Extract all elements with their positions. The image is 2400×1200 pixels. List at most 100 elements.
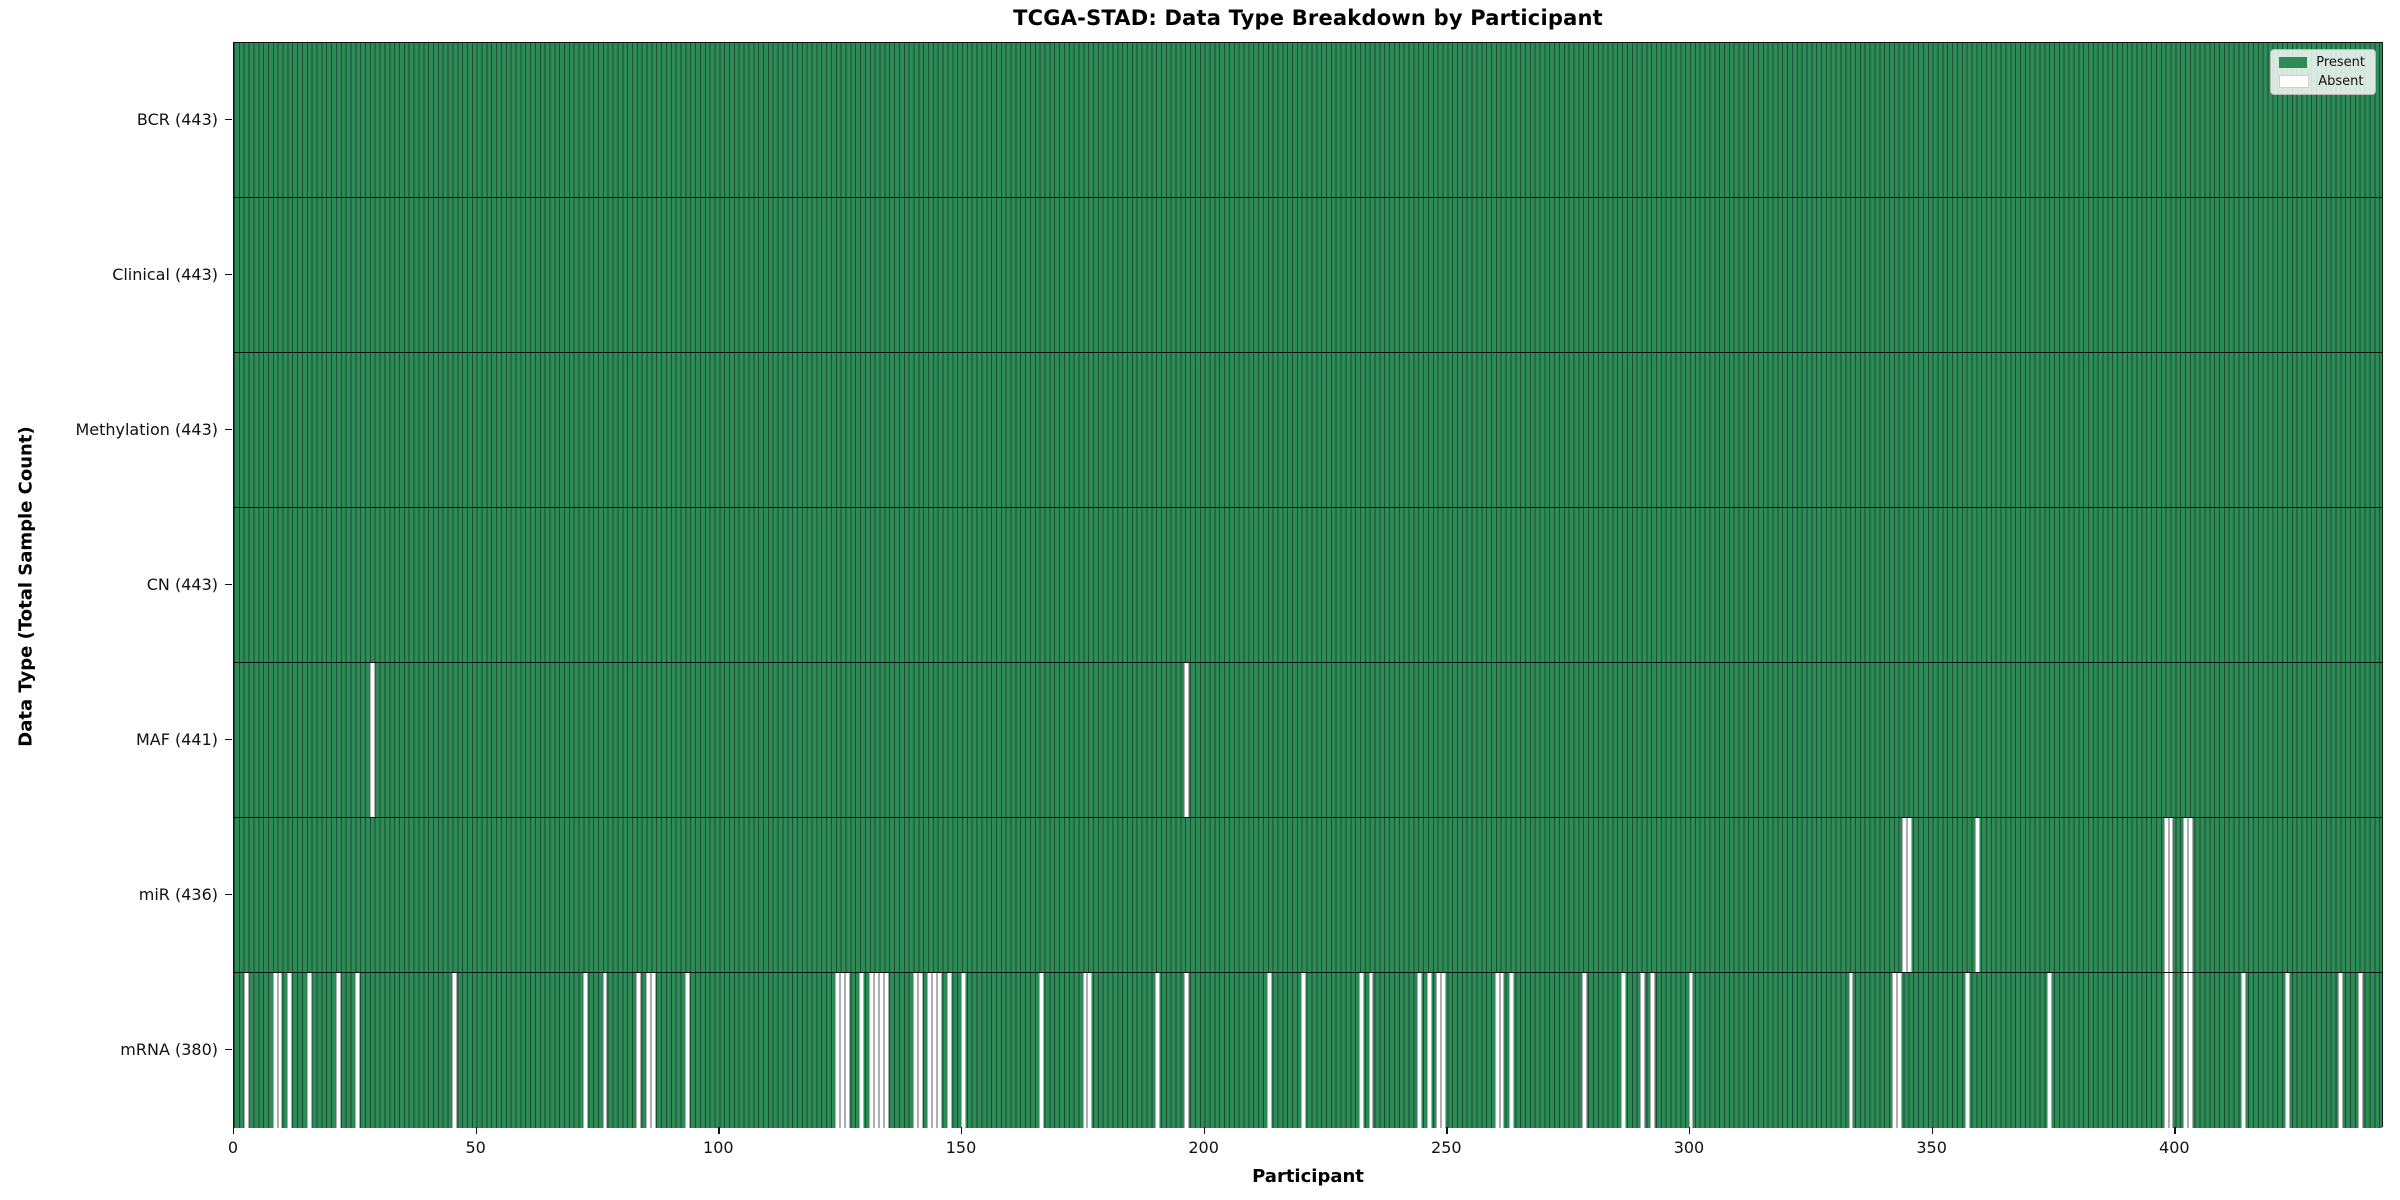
ytick-mark <box>225 738 232 741</box>
absent-bar <box>1901 818 1907 972</box>
absent-bar <box>1436 973 1442 1128</box>
ytick-mark <box>225 273 232 276</box>
absent-bar <box>452 973 458 1128</box>
absent-bar <box>243 973 249 1128</box>
legend-entry-present: Present <box>2279 56 2365 69</box>
xtick-mark <box>475 1127 478 1134</box>
legend-swatch-absent <box>2279 75 2310 88</box>
xtick-mark <box>2174 1127 2176 1134</box>
absent-bar <box>878 973 884 1128</box>
absent-bar <box>946 973 952 1128</box>
absent-bar <box>1266 973 1272 1128</box>
absent-bar <box>1897 973 1902 1128</box>
absent-bar <box>2188 818 2193 972</box>
absent-bar <box>2357 973 2363 1128</box>
xtick-mark <box>1446 1127 1448 1134</box>
data-row-Methylation <box>234 353 2382 508</box>
absent-bar <box>2183 973 2189 1128</box>
absent-bar <box>1974 818 1980 972</box>
absent-bar <box>2168 818 2174 972</box>
absent-bar <box>844 973 850 1128</box>
xtick-mark <box>1688 1127 1691 1134</box>
absent-bar <box>1358 973 1364 1128</box>
absent-bar <box>2188 973 2193 1128</box>
absent-bar <box>883 973 889 1128</box>
absent-bar <box>2163 973 2169 1128</box>
absent-bar <box>1184 663 1190 817</box>
xtick-mark <box>960 1127 963 1134</box>
absent-bar <box>335 973 341 1128</box>
absent-bar <box>369 663 375 817</box>
absent-bar <box>961 973 967 1128</box>
absent-bar <box>1509 973 1515 1128</box>
absent-bar <box>1082 973 1088 1128</box>
xtick-label-400: 400 <box>2159 1138 2190 1157</box>
ytick-label-BCR: BCR (443) <box>136 109 218 129</box>
data-row-Clinical <box>234 198 2382 353</box>
ytick-mark <box>225 583 232 586</box>
data-row-miR <box>234 818 2382 973</box>
absent-bar <box>1892 973 1898 1128</box>
legend-swatch-present <box>2279 57 2308 68</box>
absent-bar <box>2285 973 2290 1128</box>
data-row-CN <box>234 508 2382 663</box>
absent-bar <box>932 973 938 1128</box>
ytick-label-MAF: MAF (441) <box>135 729 218 749</box>
absent-bar <box>1494 973 1500 1128</box>
absent-bar <box>874 973 879 1128</box>
absent-bar <box>287 973 293 1128</box>
absent-bar <box>277 973 283 1128</box>
absent-bar <box>636 973 642 1128</box>
absent-bar <box>1441 973 1447 1128</box>
absent-bar <box>859 973 865 1128</box>
ytick-mark <box>225 1048 232 1051</box>
absent-bar <box>2163 818 2169 972</box>
absent-bar <box>2047 973 2053 1128</box>
xtick-mark <box>1931 1127 1934 1134</box>
absent-bar <box>835 973 841 1128</box>
absent-bar <box>1688 973 1694 1128</box>
xtick-label-150: 150 <box>945 1138 977 1157</box>
absent-bar <box>272 973 278 1128</box>
absent-bar <box>1087 973 1093 1128</box>
legend-label: Absent <box>2318 74 2364 89</box>
legend-entry-absent: Absent <box>2279 75 2365 88</box>
xtick-label-200: 200 <box>1188 1138 1219 1157</box>
absent-bar <box>355 973 361 1128</box>
absent-bar <box>1640 973 1645 1128</box>
xtick-label-350: 350 <box>1916 1138 1947 1157</box>
xtick-label-50: 50 <box>465 1138 486 1157</box>
ytick-label-Clinical: Clinical (443) <box>112 264 218 284</box>
absent-bar <box>1417 973 1422 1128</box>
x-axis-label: Participant <box>1252 1166 1364 1187</box>
absent-bar <box>1038 973 1044 1128</box>
xtick-label-0: 0 <box>227 1138 239 1157</box>
absent-bar <box>912 973 918 1128</box>
chart-title: TCGA-STAD: Data Type Breakdown by Partic… <box>1013 6 1603 30</box>
absent-bar <box>2241 973 2247 1128</box>
absent-bar <box>684 973 690 1128</box>
absent-bar <box>2183 818 2189 972</box>
absent-bar <box>917 973 923 1128</box>
data-row-MAF <box>234 663 2382 818</box>
xtick-mark <box>1203 1127 1206 1134</box>
ytick-mark <box>225 118 232 121</box>
absent-bar <box>2338 973 2344 1128</box>
xtick-label-300: 300 <box>1673 1138 1705 1157</box>
xtick-mark <box>233 1127 235 1134</box>
absent-bar <box>583 973 588 1128</box>
absent-bar <box>602 973 608 1128</box>
ytick-label-miR: miR (436) <box>138 884 218 904</box>
absent-bar <box>1649 973 1655 1128</box>
xtick-mark <box>718 1127 720 1134</box>
data-row-BCR <box>234 43 2382 198</box>
absent-bar <box>869 973 875 1128</box>
ytick-label-mRNA: mRNA (380) <box>120 1039 218 1059</box>
absent-bar <box>937 973 942 1128</box>
data-row-mRNA <box>234 973 2382 1128</box>
absent-bar <box>646 973 651 1128</box>
absent-bar <box>1426 973 1432 1128</box>
absent-bar <box>1155 973 1161 1128</box>
absent-bar <box>1965 973 1970 1128</box>
